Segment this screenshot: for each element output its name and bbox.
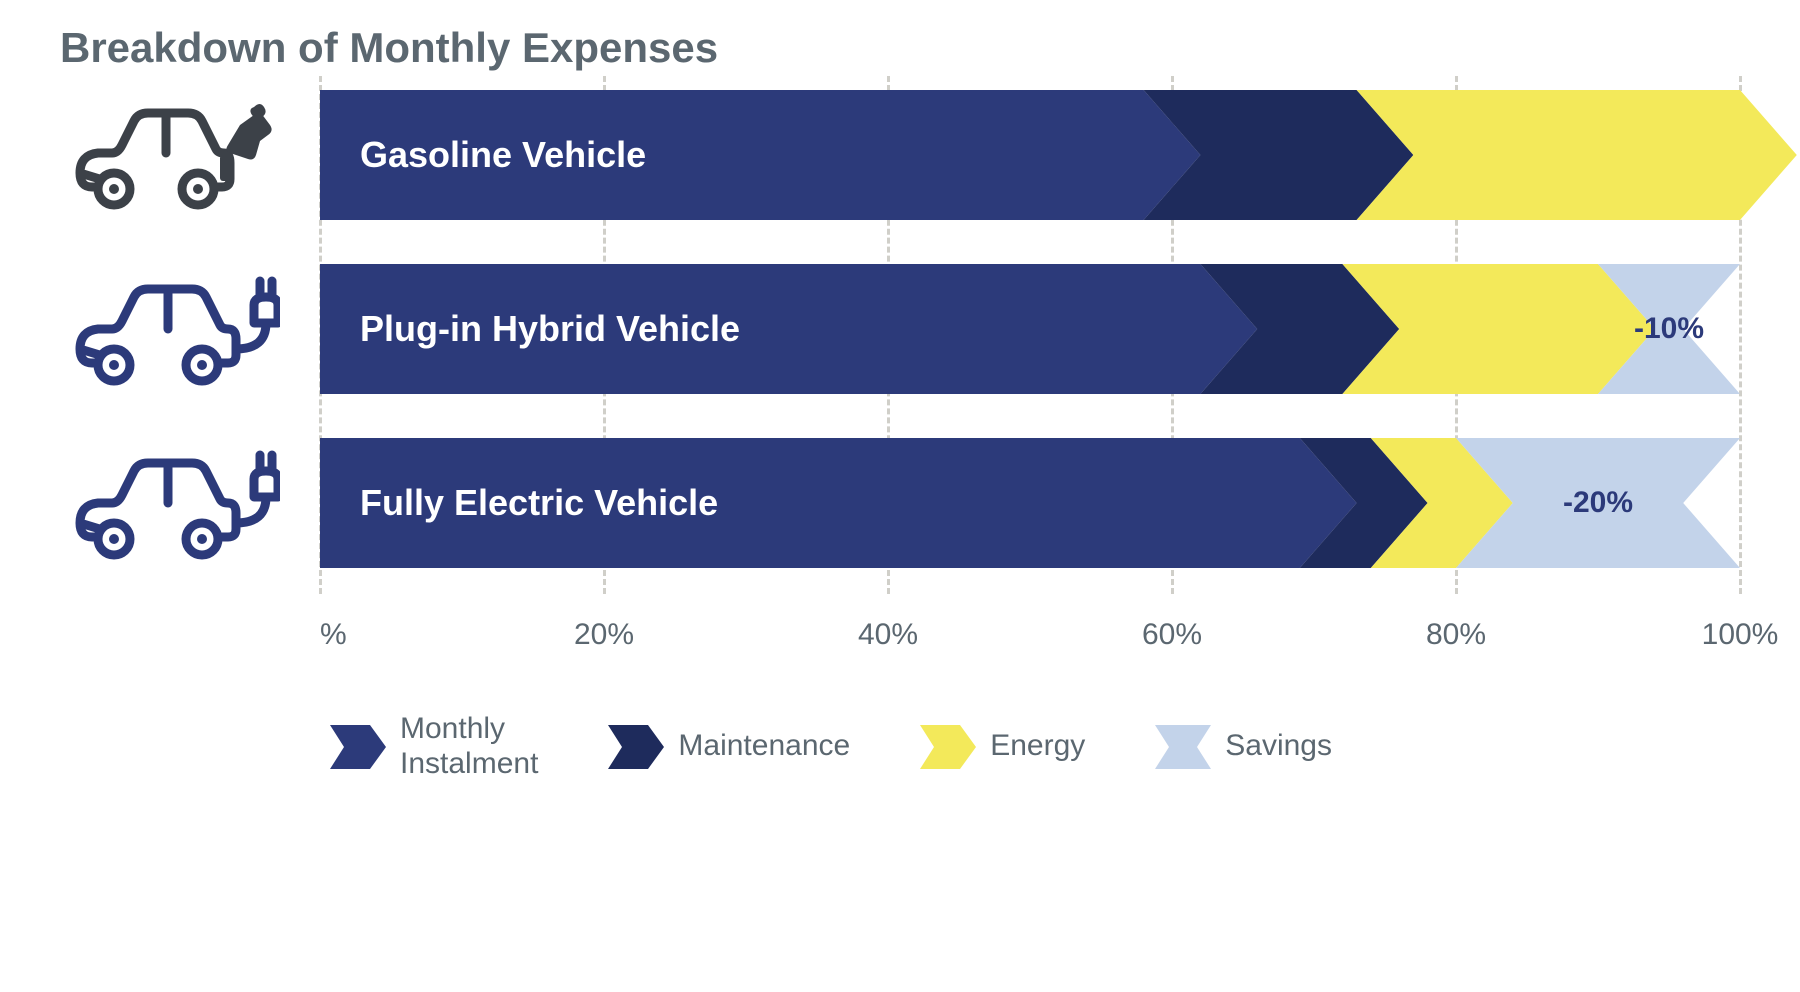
legend: MonthlyInstalment Maintenance Energy Sav… bbox=[330, 712, 1740, 781]
car-plug-icon bbox=[70, 443, 280, 563]
car-gas-icon bbox=[70, 95, 280, 215]
legend-item-energy: Energy bbox=[920, 725, 1085, 769]
row-label-bev: Fully Electric Vehicle bbox=[360, 482, 718, 524]
chart-body: Gasoline Vehicle Plug-in Hybrid Vehicle bbox=[70, 90, 1740, 781]
bars-gasoline: Gasoline Vehicle bbox=[320, 90, 1740, 220]
chart-title: Breakdown of Monthly Expenses bbox=[60, 24, 1740, 72]
axis-tick-60: 60% bbox=[1142, 618, 1202, 652]
chart-stage: Breakdown of Monthly Expenses Gasoline V… bbox=[0, 0, 1800, 992]
legend-swatch-instalment bbox=[330, 725, 386, 769]
axis-tick-40: 40% bbox=[858, 618, 918, 652]
legend-label-maintenance: Maintenance bbox=[678, 729, 850, 764]
row-bev: Fully Electric Vehicle -20% bbox=[70, 438, 1740, 568]
savings-label-phev: -10% bbox=[1634, 312, 1704, 346]
legend-item-instalment: MonthlyInstalment bbox=[330, 712, 538, 781]
row-phev: Plug-in Hybrid Vehicle -10% bbox=[70, 264, 1740, 394]
row-gasoline: Gasoline Vehicle bbox=[70, 90, 1740, 220]
axis-tick-100: 100% bbox=[1702, 618, 1779, 652]
legend-swatch-maintenance bbox=[608, 725, 664, 769]
savings-label-bev: -20% bbox=[1563, 486, 1633, 520]
legend-item-maintenance: Maintenance bbox=[608, 725, 850, 769]
seg-energy bbox=[1357, 90, 1797, 220]
legend-label-savings: Savings bbox=[1225, 729, 1332, 764]
legend-label-instalment: MonthlyInstalment bbox=[400, 712, 538, 781]
icon-phev bbox=[70, 269, 320, 389]
legend-item-savings: Savings bbox=[1155, 725, 1332, 769]
x-axis: %20%40%60%80%100% bbox=[320, 612, 1740, 672]
bars-phev: Plug-in Hybrid Vehicle -10% bbox=[320, 264, 1740, 394]
legend-swatch-energy bbox=[920, 725, 976, 769]
axis-tick-0: % bbox=[320, 618, 347, 652]
axis-row: %20%40%60%80%100% bbox=[70, 612, 1740, 672]
car-plug-icon bbox=[70, 269, 280, 389]
row-label-phev: Plug-in Hybrid Vehicle bbox=[360, 308, 740, 350]
row-label-gasoline: Gasoline Vehicle bbox=[360, 134, 646, 176]
axis-tick-80: 80% bbox=[1426, 618, 1486, 652]
icon-gasoline bbox=[70, 95, 320, 215]
legend-label-energy: Energy bbox=[990, 729, 1085, 764]
icon-bev bbox=[70, 443, 320, 563]
legend-swatch-savings bbox=[1155, 725, 1211, 769]
axis-tick-20: 20% bbox=[574, 618, 634, 652]
bars-bev: Fully Electric Vehicle -20% bbox=[320, 438, 1740, 568]
